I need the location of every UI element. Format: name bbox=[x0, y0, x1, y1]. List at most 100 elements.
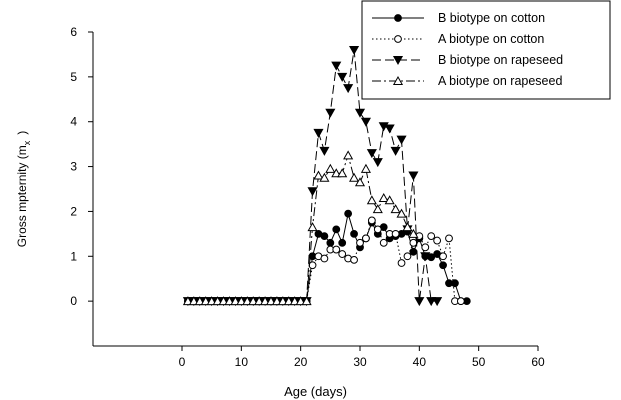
x-tick-label: 0 bbox=[179, 355, 186, 369]
data-point bbox=[397, 259, 406, 267]
data-point bbox=[384, 124, 395, 134]
data-point bbox=[408, 171, 419, 181]
data-point bbox=[265, 296, 277, 306]
series-layer bbox=[182, 45, 471, 307]
legend: B biotype on cotton A biotype on cotton B … bbox=[361, 0, 611, 100]
legend-marker bbox=[392, 56, 404, 66]
data-point bbox=[384, 195, 395, 205]
data-point bbox=[242, 296, 253, 306]
data-point bbox=[248, 296, 259, 306]
data-point bbox=[367, 216, 376, 225]
data-point bbox=[212, 296, 223, 306]
y-tick-label: 6 bbox=[70, 25, 77, 39]
legend-label: B biotype on cotton bbox=[438, 11, 545, 25]
data-point bbox=[194, 296, 205, 306]
data-point bbox=[390, 204, 401, 214]
data-point bbox=[432, 297, 443, 307]
data-point bbox=[445, 234, 453, 243]
data-point bbox=[325, 163, 336, 173]
legend-item: A biotype on rapeseed bbox=[372, 74, 562, 88]
data-point bbox=[391, 229, 400, 238]
data-point bbox=[337, 168, 348, 178]
data-point bbox=[338, 238, 347, 247]
data-point bbox=[271, 296, 282, 306]
data-point bbox=[378, 192, 389, 202]
legend-label: B biotype on rapeseed bbox=[438, 53, 563, 67]
data-point bbox=[409, 238, 418, 247]
data-point bbox=[360, 163, 371, 173]
legend-marker bbox=[394, 35, 402, 43]
y-axis-label-main: Gross mpternity (m bbox=[15, 145, 29, 247]
data-point bbox=[313, 128, 324, 138]
data-point bbox=[350, 255, 358, 264]
x-tick-label: 20 bbox=[294, 355, 308, 369]
data-point bbox=[218, 296, 229, 306]
data-point bbox=[451, 279, 459, 288]
data-point bbox=[188, 296, 199, 306]
data-point bbox=[313, 170, 324, 180]
data-point bbox=[325, 108, 336, 118]
data-point bbox=[337, 72, 348, 82]
data-point bbox=[366, 149, 377, 159]
data-point bbox=[372, 204, 383, 214]
y-tick-label: 3 bbox=[70, 160, 77, 174]
data-point bbox=[427, 253, 436, 262]
data-point bbox=[254, 296, 265, 306]
series-2 bbox=[184, 216, 465, 306]
data-point bbox=[343, 84, 354, 94]
data-point bbox=[456, 297, 465, 306]
data-point bbox=[230, 296, 241, 306]
plot-axes: 0 10 20 30 40 50 60 0 1 2 3 4 5 6 bbox=[70, 25, 545, 369]
legend-marker bbox=[394, 14, 402, 22]
data-point bbox=[338, 250, 347, 258]
data-point bbox=[372, 158, 383, 168]
x-tick-label: 10 bbox=[235, 355, 249, 369]
data-point bbox=[396, 208, 407, 218]
data-point bbox=[332, 245, 341, 254]
x-tick-label: 30 bbox=[353, 355, 367, 369]
data-point bbox=[390, 146, 401, 156]
data-point bbox=[402, 222, 413, 232]
data-point bbox=[320, 254, 329, 263]
x-axis-label: Age (days) bbox=[284, 384, 347, 399]
data-point bbox=[319, 172, 330, 182]
legend-item: B biotype on rapeseed bbox=[372, 53, 563, 67]
data-point bbox=[332, 225, 341, 234]
data-point bbox=[354, 108, 366, 118]
y-tick-label: 5 bbox=[70, 70, 77, 84]
data-point bbox=[307, 222, 318, 232]
data-point bbox=[366, 195, 377, 205]
data-point bbox=[409, 247, 418, 256]
data-point bbox=[331, 168, 342, 178]
data-point bbox=[433, 236, 442, 245]
data-point bbox=[344, 209, 353, 218]
data-point bbox=[308, 261, 317, 270]
legend-marker bbox=[392, 75, 404, 85]
y-tick-label: 1 bbox=[70, 249, 77, 263]
data-point bbox=[289, 296, 300, 306]
data-point bbox=[360, 117, 371, 127]
data-point bbox=[439, 252, 447, 261]
data-point bbox=[326, 238, 335, 247]
data-point bbox=[420, 252, 431, 262]
data-point bbox=[206, 296, 217, 306]
y-axis-label-subscript: x bbox=[22, 140, 32, 145]
data-point bbox=[426, 297, 437, 307]
legend-box bbox=[361, 0, 611, 100]
y-axis-label: Gross mpternity (mx) bbox=[15, 131, 32, 248]
legend-item: B biotype on cotton bbox=[372, 11, 545, 25]
data-point bbox=[421, 243, 430, 252]
data-point bbox=[277, 296, 288, 306]
data-point bbox=[349, 172, 360, 182]
series-4 bbox=[182, 150, 419, 306]
data-point bbox=[319, 146, 330, 156]
data-point bbox=[283, 296, 294, 306]
data-point bbox=[307, 187, 318, 197]
data-point bbox=[224, 296, 235, 306]
data-point bbox=[403, 252, 412, 261]
data-point bbox=[320, 232, 329, 241]
data-point bbox=[182, 296, 193, 306]
data-point bbox=[427, 232, 436, 241]
legend-label: A biotype on rapeseed bbox=[438, 74, 562, 88]
